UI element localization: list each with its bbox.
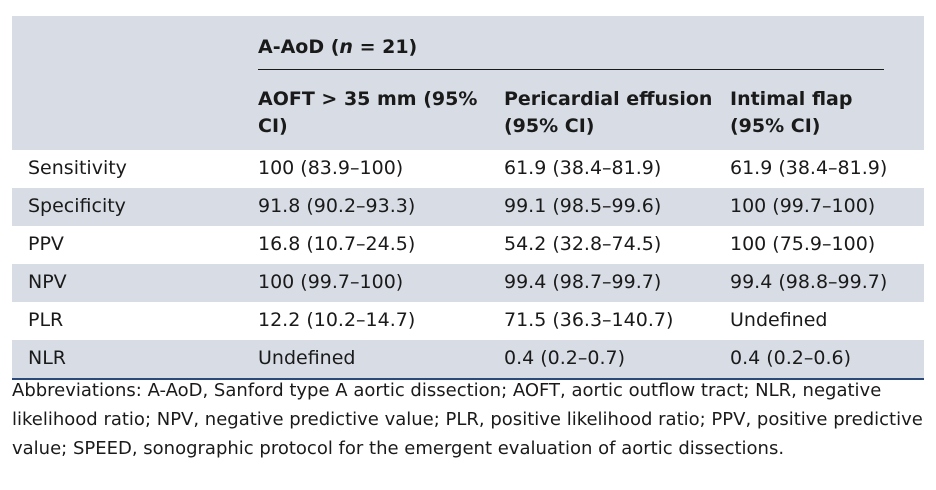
cell: 16.8 (10.7–24.5) (258, 233, 416, 255)
table-row: PPV 16.8 (10.7–24.5) 54.2 (32.8–74.5) 10… (12, 226, 924, 264)
footnote: Abbreviations: A-AoD, Sanford type A aor… (12, 380, 923, 459)
cell: 61.9 (38.4–81.9) (504, 157, 662, 179)
table-row: PLR 12.2 (10.2–14.7) 71.5 (36.3–140.7) U… (12, 302, 924, 340)
group-rule (258, 69, 884, 70)
cell: 71.5 (36.3–140.7) (504, 309, 674, 331)
cell: 100 (83.9–100) (258, 157, 404, 179)
table-header: A-AoD (n = 21) AOFT > 35 mm (95% CI) Per… (12, 16, 924, 150)
cell: 0.4 (0.2–0.6) (730, 347, 852, 369)
row-label: NLR (28, 347, 66, 369)
cell: 61.9 (38.4–81.9) (730, 157, 888, 179)
cell: 100 (99.7–100) (730, 195, 876, 217)
row-label: Specificity (28, 195, 126, 217)
table-bottom-rule (12, 378, 924, 380)
row-label: NPV (28, 271, 67, 293)
table-row: NPV 100 (99.7–100) 99.4 (98.7–99.7) 99.4… (12, 264, 924, 302)
cell: 100 (99.7–100) (258, 271, 404, 293)
column-header-pericardial-effusion: Pericardial effusion (95% CI) (504, 88, 713, 137)
cell: 99.4 (98.7–99.7) (504, 271, 662, 293)
table-row: NLR Undefined 0.4 (0.2–0.7) 0.4 (0.2–0.6… (12, 340, 924, 378)
group-title-n: n (339, 36, 353, 58)
results-table: A-AoD (n = 21) AOFT > 35 mm (95% CI) Per… (12, 16, 924, 380)
column-header-intimal-flap: Intimal flap (95% CI) (730, 88, 853, 137)
row-label: PLR (28, 309, 64, 331)
group-title: A-AoD (n = 21) (258, 36, 418, 58)
row-label: Sensitivity (28, 157, 127, 179)
cell: Undefined (258, 347, 356, 369)
column-header-aoft: AOFT > 35 mm (95% CI) (258, 88, 478, 137)
cell: 99.1 (98.5–99.6) (504, 195, 662, 217)
cell: 99.4 (98.8–99.7) (730, 271, 888, 293)
cell: 100 (75.9–100) (730, 233, 876, 255)
row-label: PPV (28, 233, 64, 255)
table-row: Specificity 91.8 (90.2–93.3) 99.1 (98.5–… (12, 188, 924, 226)
cell: 0.4 (0.2–0.7) (504, 347, 626, 369)
cell: 54.2 (32.8–74.5) (504, 233, 662, 255)
cell: 12.2 (10.2–14.7) (258, 309, 416, 331)
cell: 91.8 (90.2–93.3) (258, 195, 416, 217)
cell: Undefined (730, 309, 828, 331)
table-row: Sensitivity 100 (83.9–100) 61.9 (38.4–81… (12, 150, 924, 188)
